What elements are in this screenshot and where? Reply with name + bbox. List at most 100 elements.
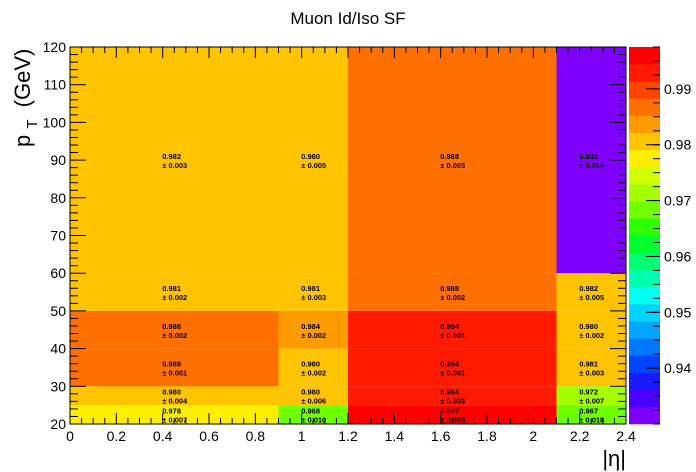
cell-value-label: 0.988: [162, 359, 181, 368]
colorbar-swatch: [629, 149, 660, 168]
cell-value-label: 0.981: [301, 284, 320, 293]
cell-error-label: ± 0.002: [301, 331, 326, 340]
colorbar-swatch: [629, 252, 660, 271]
y-tick-label: 100: [43, 114, 67, 130]
colorbar-swatch: [629, 47, 660, 65]
colorbar-swatch: [629, 406, 660, 425]
y-tick-label: 120: [43, 39, 67, 55]
chart-title: Muon Id/Iso SF: [290, 9, 405, 28]
colorbar-swatch: [629, 184, 660, 202]
cell-value-label: 0.980: [162, 388, 181, 397]
heatmap-cell: [348, 348, 557, 387]
colorbar-swatch: [629, 201, 660, 219]
cell-error-label: ± 0.003: [301, 293, 326, 302]
cell-value-label: 0.982: [579, 284, 598, 293]
x-tick-label: 1.4: [385, 428, 405, 444]
y-tick-label: 70: [50, 228, 66, 244]
cell-error-label: ± 0.001: [440, 331, 465, 340]
cell-value-label: 0.994: [440, 322, 460, 331]
heatmap-cell: [70, 273, 279, 311]
heatmap-cell: [556, 273, 626, 311]
y-axis-label: p T (GeV): [10, 49, 42, 147]
y-axis: 20 30 40 50 60 70 80 90 100 110 120: [43, 39, 626, 432]
cell-value-label: 0.981: [579, 359, 598, 368]
cell-value-label: 0.967: [579, 407, 598, 416]
x-tick-label: 1: [298, 428, 306, 444]
cell-value-label: 0.982: [162, 152, 181, 161]
x-tick-label: 0.8: [246, 428, 266, 444]
cell-error-label: ± 0.006: [301, 397, 326, 406]
y-tick-label: 40: [50, 341, 66, 357]
heatmap-cell: [556, 348, 626, 387]
colorbar: [629, 47, 660, 425]
cell-error-label: ± 0.002: [301, 368, 326, 377]
colorbar-swatch: [629, 286, 660, 305]
colorbar-swatch: [629, 115, 660, 133]
heatmap-cell: [70, 386, 279, 406]
cell-value-label: 0.972: [579, 388, 598, 397]
x-axis: 0 0.2 0.4 0.6 0.8 1 1.2 1.4 1.6 1.8 2 2.2 2.4: [66, 47, 636, 444]
y-label-main: p: [10, 135, 35, 147]
heatmap-cell: [70, 348, 279, 387]
heatmap-cell: [348, 386, 557, 406]
colorbar-tick-label: 0.94: [664, 360, 691, 376]
cell-error-label: ± 0.003: [440, 397, 465, 406]
heatmap-cell: [278, 405, 348, 424]
colorbar-tick-label: 0.99: [664, 81, 691, 97]
heatmap-cell: [70, 310, 279, 349]
cell-error-label: ± 0.003: [440, 161, 465, 170]
cell-value-label: 0.981: [162, 284, 181, 293]
colorbar-tick-label: 0.98: [664, 137, 691, 153]
heatmap-cell: [70, 405, 279, 424]
cell-error-label: ± 0.002: [162, 293, 187, 302]
x-tick-label: 1.2: [338, 428, 358, 444]
heatmap-cell: [348, 47, 557, 274]
cell-error-label: ± 0.003: [579, 368, 604, 377]
colorbar-swatch: [629, 132, 660, 151]
cell-value-label: 0.997: [440, 407, 459, 416]
y-tick-label: 110: [44, 77, 67, 93]
cell-error-label: ± 0.004: [162, 397, 188, 406]
cell-error-label: ± 0.002: [162, 331, 187, 340]
x-tick-label: 0: [66, 428, 74, 444]
cell-value-label: 0.931: [579, 152, 598, 161]
cell-value-label: 0.988: [440, 152, 459, 161]
heatmap-cell: [556, 405, 626, 424]
cell-value-label: 0.980: [301, 388, 320, 397]
heatmap-cell: [556, 386, 626, 406]
y-tick-label: 80: [50, 190, 66, 206]
colorbar-swatch: [629, 81, 660, 99]
colorbar-swatch: [629, 64, 660, 82]
x-tick-label: 2: [529, 428, 537, 444]
cell-error-label: ± 0.003: [162, 161, 187, 170]
cell-value-label: 0.988: [440, 284, 459, 293]
colorbar-swatch: [629, 355, 660, 373]
cell-value-label: 0.980: [301, 359, 320, 368]
y-tick-label: 60: [50, 265, 66, 281]
colorbar-swatch: [629, 321, 660, 339]
y-tick-label: 90: [50, 152, 66, 168]
x-tick-label: 0.2: [107, 428, 127, 444]
heatmap-cell: [278, 273, 348, 311]
colorbar-swatch: [629, 235, 660, 253]
colorbar-swatch: [629, 338, 660, 356]
colorbar-swatch: [629, 98, 660, 116]
y-tick-label: 30: [50, 378, 66, 394]
cell-value-label: 0.968: [301, 407, 320, 416]
heatmap-cells: [70, 47, 626, 424]
colorbar-swatch: [629, 372, 660, 391]
y-label-unit: (GeV): [10, 49, 35, 108]
heatmap-cell: [278, 348, 348, 387]
cell-error-label: ± 0.005: [579, 293, 604, 302]
colorbar-tick-label: 0.96: [664, 248, 691, 264]
heatmap-cell: [348, 310, 557, 349]
colorbar-swatch: [629, 304, 660, 322]
heatmap-cell: [348, 273, 557, 311]
cell-error-label: ± 0.001: [440, 368, 465, 377]
svg-text:p T (GeV): p T (GeV): [10, 49, 42, 147]
cell-value-label: 0.994: [440, 388, 460, 397]
cell-error-label: ± 0.002: [579, 331, 604, 340]
x-tick-label: 0.4: [153, 428, 173, 444]
cell-value-label: 0.994: [440, 359, 460, 368]
